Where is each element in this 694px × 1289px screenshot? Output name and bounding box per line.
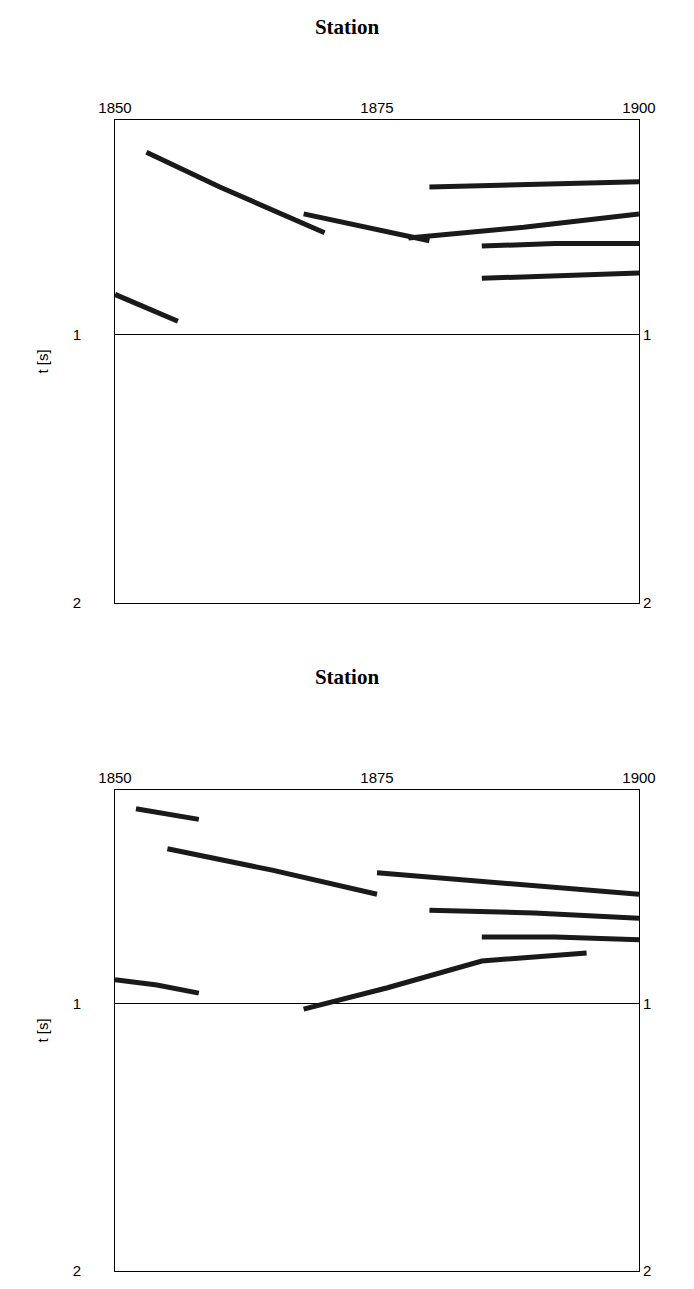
svg-text:Station: Station <box>315 665 380 689</box>
svg-text:1900: 1900 <box>622 769 655 786</box>
svg-text:1875: 1875 <box>360 769 393 786</box>
svg-text:2: 2 <box>643 594 651 611</box>
svg-text:1850: 1850 <box>98 769 131 786</box>
svg-text:1: 1 <box>643 326 651 343</box>
svg-text:1875: 1875 <box>360 99 393 116</box>
svg-text:Station: Station <box>315 15 380 39</box>
svg-text:t [s]: t [s] <box>34 1018 51 1042</box>
svg-text:2: 2 <box>643 1262 651 1279</box>
svg-text:1850: 1850 <box>98 99 131 116</box>
svg-text:1: 1 <box>73 995 81 1012</box>
svg-text:1900: 1900 <box>622 99 655 116</box>
svg-text:1: 1 <box>643 995 651 1012</box>
svg-text:t [s]: t [s] <box>34 349 51 373</box>
svg-text:1: 1 <box>73 326 81 343</box>
svg-text:2: 2 <box>73 594 81 611</box>
svg-text:2: 2 <box>73 1262 81 1279</box>
